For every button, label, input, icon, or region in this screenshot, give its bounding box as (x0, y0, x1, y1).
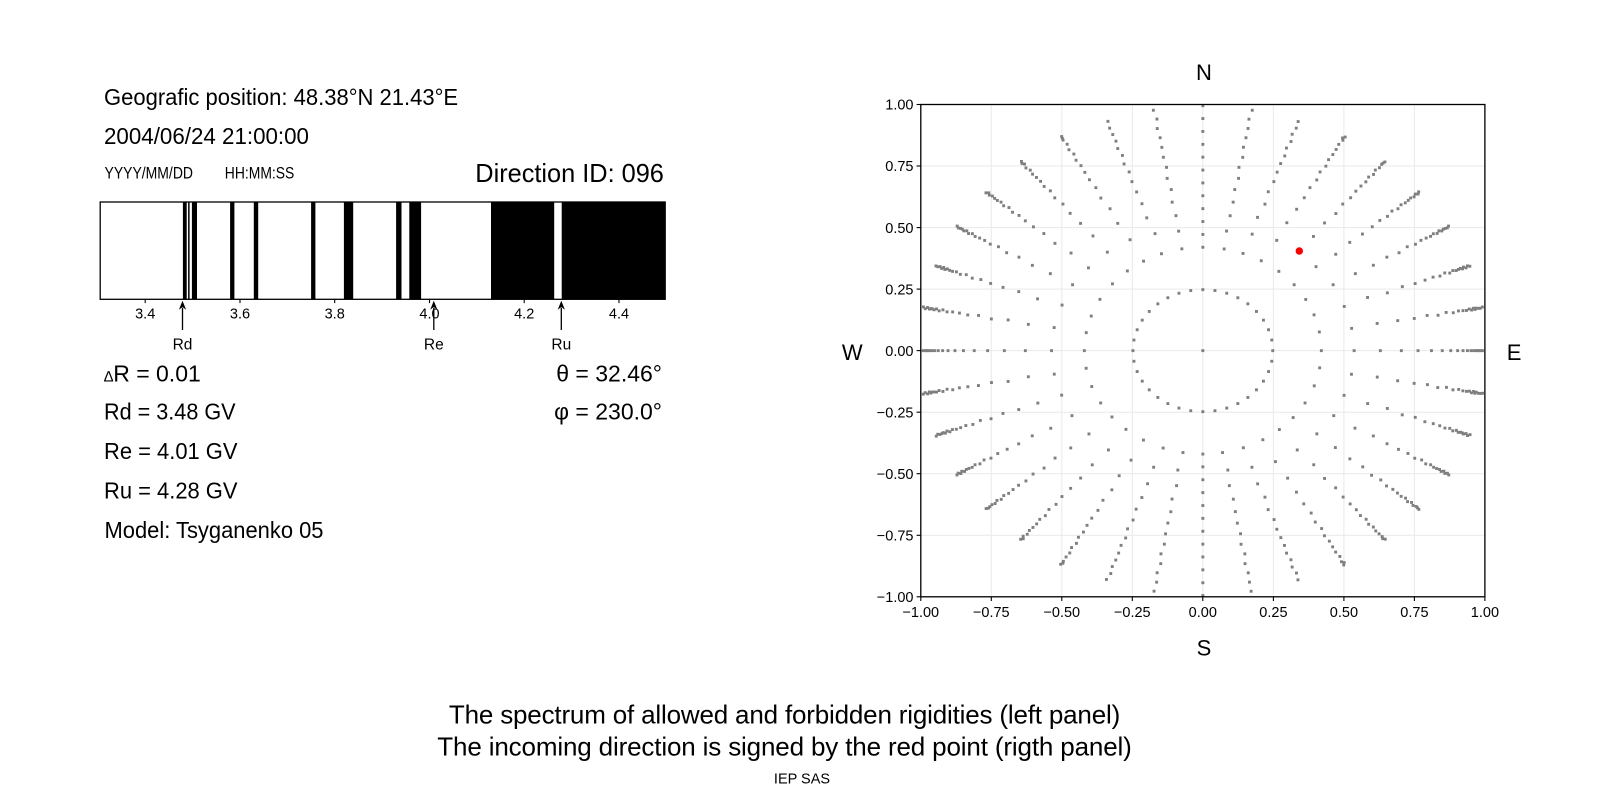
svg-text:−0.50: −0.50 (877, 467, 914, 483)
svg-text:−1.00: −1.00 (902, 605, 939, 621)
svg-text:2004/06/24 21:00:00: 2004/06/24 21:00:00 (104, 123, 309, 149)
svg-text:HH:MM:SS: HH:MM:SS (225, 165, 294, 183)
svg-text:3.6: 3.6 (230, 307, 250, 323)
svg-text:−0.75: −0.75 (877, 529, 914, 545)
svg-text:4.2: 4.2 (514, 307, 534, 323)
svg-text:Direction ID: 096: Direction ID: 096 (475, 158, 664, 188)
svg-text:1.00: 1.00 (1471, 605, 1499, 621)
svg-text:The incoming direction is sign: The incoming direction is signed by the … (437, 732, 1131, 762)
svg-text:∆R = 0.01: ∆R = 0.01 (104, 360, 201, 386)
svg-text:−0.50: −0.50 (1043, 605, 1080, 621)
svg-text:0.25: 0.25 (885, 282, 913, 298)
svg-text:0.50: 0.50 (1330, 605, 1358, 621)
svg-text:E: E (1507, 340, 1522, 365)
svg-text:Geografic position: 48.38°N 21: Geografic position: 48.38°N 21.43°E (104, 84, 458, 110)
svg-text:Re: Re (424, 337, 444, 354)
svg-text:0.00: 0.00 (1189, 605, 1217, 621)
svg-text:0.75: 0.75 (1400, 605, 1428, 621)
svg-text:Ru: Ru (551, 337, 571, 354)
svg-text:φ = 230.0°: φ = 230.0° (554, 399, 662, 425)
svg-text:Model: Tsyganenko 05: Model: Tsyganenko 05 (105, 517, 324, 543)
svg-text:0.25: 0.25 (1259, 605, 1287, 621)
svg-text:The spectrum of allowed and fo: The spectrum of allowed and forbidden ri… (449, 700, 1120, 730)
svg-text:0.00: 0.00 (885, 344, 913, 360)
svg-text:Rd = 3.48 GV: Rd = 3.48 GV (104, 399, 236, 425)
svg-text:IEP SAS: IEP SAS (774, 772, 830, 788)
svg-text:Rd: Rd (173, 337, 193, 354)
svg-text:θ = 32.46°: θ = 32.46° (556, 360, 662, 386)
svg-text:−0.75: −0.75 (973, 605, 1010, 621)
svg-text:1.00: 1.00 (885, 98, 913, 114)
svg-text:−0.25: −0.25 (877, 405, 914, 421)
svg-text:N: N (1196, 60, 1212, 85)
svg-text:Ru = 4.28 GV: Ru = 4.28 GV (104, 478, 238, 504)
svg-text:−0.25: −0.25 (1114, 605, 1151, 621)
svg-text:3.8: 3.8 (325, 307, 345, 323)
svg-text:YYYY/MM/DD: YYYY/MM/DD (105, 165, 194, 183)
svg-text:W: W (842, 340, 863, 365)
svg-text:3.4: 3.4 (135, 307, 155, 323)
svg-text:0.50: 0.50 (885, 221, 913, 237)
svg-text:Re = 4.01 GV: Re = 4.01 GV (104, 438, 238, 464)
svg-text:S: S (1197, 635, 1212, 660)
svg-text:4.4: 4.4 (609, 307, 629, 323)
svg-text:4.0: 4.0 (419, 307, 439, 323)
svg-text:0.75: 0.75 (885, 159, 913, 175)
svg-text:−1.00: −1.00 (877, 590, 914, 606)
